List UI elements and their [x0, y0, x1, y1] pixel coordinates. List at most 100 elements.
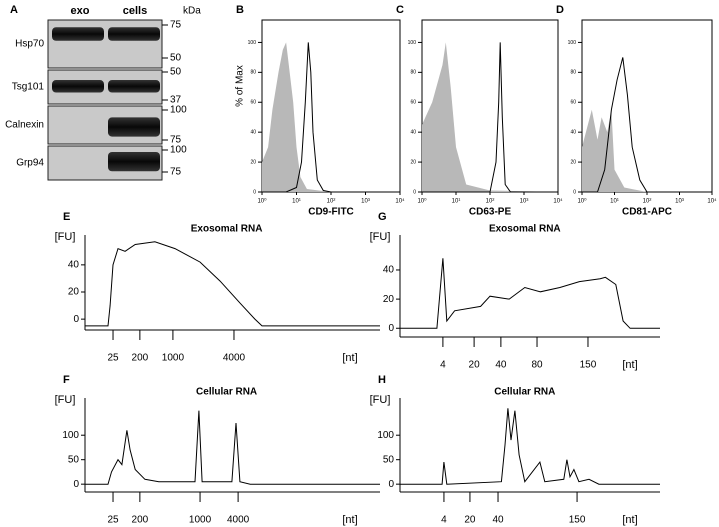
x-axis-label: [nt] — [622, 359, 637, 371]
x-axis-label: [nt] — [622, 514, 637, 526]
y-tick-label: 80 — [250, 70, 256, 76]
chart-title: Exosomal RNA — [191, 224, 263, 235]
row-label: Tsg101 — [12, 82, 45, 93]
y-axis-label: [FU] — [55, 231, 76, 243]
x-tick-label: 10² — [643, 199, 652, 205]
x-tick-label: 20 — [464, 515, 476, 526]
x-tick-label: 10⁰ — [577, 198, 587, 205]
unit-label: kDa — [183, 6, 201, 17]
panel-label: G — [378, 211, 387, 223]
y-tick-label: 100 — [568, 40, 577, 46]
lane-label: cells — [123, 5, 147, 17]
y-tick-label: 0 — [413, 189, 416, 195]
x-tick-label: 150 — [569, 515, 586, 526]
x-tick-label: 10³ — [675, 199, 684, 205]
row-label: Calnexin — [5, 120, 44, 131]
y-tick-label: 50 — [383, 454, 395, 465]
y-tick-label: 80 — [410, 70, 416, 76]
panel-label: E — [63, 211, 70, 223]
panel-label: B — [236, 4, 244, 16]
trace — [85, 410, 380, 485]
x-tick-label: 40 — [492, 515, 504, 526]
filled-histogram — [422, 42, 558, 193]
x-tick-label: 200 — [132, 353, 149, 364]
blot-band — [52, 80, 104, 93]
y-tick-label: 60 — [570, 100, 576, 106]
filled-histogram — [582, 109, 712, 192]
y-axis-label: % of Max — [235, 65, 246, 107]
x-tick-label: 1000 — [162, 353, 185, 364]
y-tick-label: 20 — [383, 294, 395, 305]
x-tick-label: 4 — [441, 515, 447, 526]
x-tick-label: 4 — [440, 360, 446, 371]
x-tick-label: 10¹ — [452, 199, 461, 205]
y-tick-label: 40 — [410, 130, 416, 136]
marker-label: 100 — [170, 145, 187, 156]
chart-title: Cellular RNA — [494, 387, 555, 398]
y-tick-label: 100 — [248, 40, 257, 46]
blot-strip — [47, 145, 163, 181]
x-tick-label: 10² — [486, 199, 495, 205]
x-axis-label: [nt] — [342, 514, 357, 526]
y-tick-label: 100 — [62, 430, 79, 441]
lane-label: exo — [71, 5, 90, 17]
x-tick-label: 10⁴ — [395, 198, 405, 205]
x-tick-label: 1000 — [189, 515, 212, 526]
x-tick-label: 10⁰ — [257, 198, 267, 205]
x-axis-label: CD81-APC — [622, 207, 672, 218]
x-tick-label: 4000 — [223, 353, 246, 364]
y-tick-label: 20 — [570, 159, 576, 165]
x-tick-label: 80 — [531, 360, 543, 371]
y-axis-label: [FU] — [55, 394, 76, 406]
row-label: Hsp70 — [15, 39, 44, 50]
x-tick-label: 10⁴ — [707, 198, 717, 205]
x-tick-label: 10³ — [520, 199, 529, 205]
blot-band — [108, 117, 160, 137]
panel-label: H — [378, 374, 386, 386]
y-tick-label: 20 — [410, 159, 416, 165]
y-tick-label: 0 — [573, 189, 576, 195]
y-tick-label: 0 — [388, 323, 394, 334]
x-tick-label: 25 — [107, 353, 119, 364]
y-tick-label: 20 — [250, 159, 256, 165]
y-tick-label: 0 — [388, 479, 394, 490]
y-axis-label: [FU] — [370, 394, 391, 406]
y-tick-label: 40 — [250, 130, 256, 136]
marker-label: 75 — [170, 20, 182, 31]
x-axis-label: [nt] — [342, 352, 357, 364]
marker-label: 100 — [170, 105, 187, 116]
y-axis-label: [FU] — [370, 231, 391, 243]
panel-label: A — [10, 4, 18, 16]
x-tick-label: 10¹ — [610, 199, 619, 205]
trace — [85, 241, 380, 327]
panel-label: C — [396, 4, 404, 16]
x-tick-label: 4000 — [227, 515, 250, 526]
blot-band — [52, 27, 104, 41]
blot-band — [108, 151, 160, 172]
y-tick-label: 0 — [73, 314, 79, 325]
trace — [400, 408, 660, 485]
y-tick-label: 80 — [570, 70, 576, 76]
y-tick-label: 60 — [250, 100, 256, 106]
chart-title: Exosomal RNA — [489, 224, 561, 235]
x-tick-label: 10⁰ — [417, 198, 427, 205]
x-tick-label: 150 — [580, 360, 597, 371]
chart-title: Cellular RNA — [196, 387, 257, 398]
y-tick-label: 0 — [73, 479, 79, 490]
marker-label: 75 — [170, 167, 182, 178]
y-tick-label: 0 — [253, 189, 256, 195]
blot-band — [108, 27, 160, 41]
panel-label: D — [556, 4, 564, 16]
y-tick-label: 100 — [408, 40, 417, 46]
x-tick-label: 20 — [469, 360, 481, 371]
marker-label: 37 — [170, 95, 182, 106]
x-tick-label: 200 — [132, 515, 149, 526]
blot-band — [108, 80, 160, 93]
x-axis-label: CD63-PE — [469, 207, 512, 218]
x-tick-label: 10¹ — [292, 199, 301, 205]
marker-label: 75 — [170, 135, 182, 146]
x-tick-label: 10³ — [361, 199, 370, 205]
y-tick-label: 50 — [68, 454, 80, 465]
trace — [400, 258, 660, 329]
